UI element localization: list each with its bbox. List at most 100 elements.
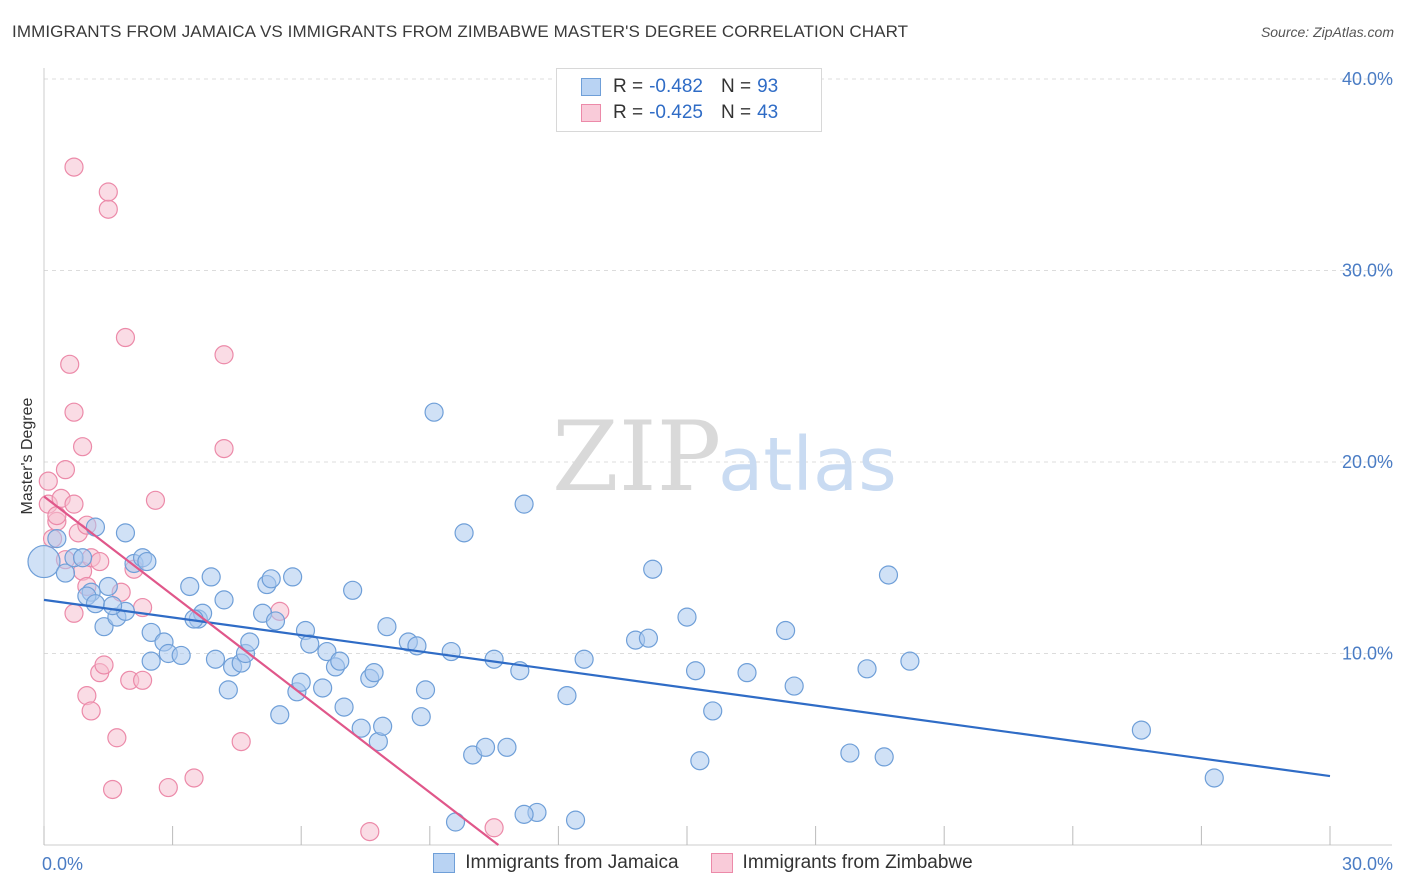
legend-n-label: N =	[720, 102, 752, 123]
legend-row-jamaica: R = -0.482 N = 93	[581, 75, 778, 99]
jamaica-point	[265, 611, 286, 631]
jamaica-point	[574, 649, 594, 669]
jamaica-point	[454, 523, 474, 543]
watermark-atlas: atlas	[718, 422, 897, 508]
jamaica-point	[857, 659, 877, 679]
series-label-zimbabwe: Immigrants from Zimbabwe	[742, 852, 973, 873]
jamaica-point	[72, 548, 93, 568]
jamaica-point	[313, 678, 333, 698]
jamaica-point	[415, 680, 436, 700]
chart-title: IMMIGRANTS FROM JAMAICA VS IMMIGRANTS FR…	[12, 22, 909, 41]
jamaica-point	[677, 607, 697, 627]
jamaica-trend-line	[43, 598, 1331, 778]
jamaica-point	[330, 651, 350, 671]
zimbabwe-point	[115, 327, 136, 348]
jamaica-point	[343, 580, 363, 600]
jamaica-point	[261, 569, 281, 589]
jamaica-point	[334, 697, 354, 717]
legend-swatch-jamaica	[581, 78, 601, 96]
legend-r-value: -0.482	[649, 76, 703, 97]
jamaica-point	[484, 649, 504, 669]
legend-row-zimbabwe: R = -0.425 N = 43	[581, 101, 778, 125]
jamaica-point	[55, 563, 76, 583]
jamaica-point	[85, 517, 106, 537]
jamaica-point	[565, 810, 586, 830]
x-tick-label: 0.0%	[42, 854, 83, 874]
y-tick-label: 30.0%	[1342, 261, 1393, 281]
source-label: Source: ZipAtlas.com	[1260, 24, 1394, 40]
jamaica-point	[411, 707, 431, 727]
zimbabwe-point	[132, 670, 153, 690]
jamaica-point	[300, 634, 320, 654]
zimbabwe-point	[102, 779, 123, 800]
trend-lines	[43, 495, 1331, 846]
jamaica-point	[214, 590, 234, 610]
y-tick-label: 40.0%	[1342, 69, 1393, 89]
axes	[43, 68, 1392, 846]
jamaica-point	[377, 617, 397, 637]
jamaica-point	[1131, 720, 1151, 740]
jamaica-point	[514, 804, 534, 824]
zimbabwe-point	[81, 701, 101, 721]
zimbabwe-trend-line	[43, 495, 500, 846]
zimbabwe-point	[64, 494, 84, 514]
series-legend-zimbabwe: Immigrants from Zimbabwe	[710, 852, 973, 874]
jamaica-point	[94, 617, 114, 637]
zimbabwe-point	[214, 438, 234, 459]
legend-r-label: R =	[613, 76, 644, 97]
jamaica-point	[784, 676, 804, 696]
jamaica-point	[317, 641, 337, 662]
jamaica-point	[874, 747, 894, 767]
zimbabwe-point	[484, 818, 504, 838]
jamaica-point	[270, 705, 290, 725]
zimbabwe-point	[72, 437, 93, 457]
zimbabwe-point	[98, 199, 118, 219]
zimbabwe-point	[214, 345, 234, 365]
zimbabwe-point	[90, 551, 110, 572]
jamaica-point	[137, 551, 157, 572]
x-tick-label: 30.0%	[1342, 854, 1393, 874]
jamaica-point	[638, 628, 659, 648]
zimbabwe-point	[145, 490, 166, 510]
jamaica-point	[218, 680, 238, 700]
zimbabwe-point	[231, 731, 251, 752]
jamaica-point	[291, 672, 311, 692]
jamaica-point	[1204, 768, 1224, 788]
zimbabwe-point	[107, 728, 127, 748]
grid-lines	[44, 78, 1392, 654]
legend-n-value: 93	[757, 76, 779, 97]
jamaica-point	[475, 737, 496, 757]
zimbabwe-point	[98, 182, 118, 202]
y-tick-label: 20.0%	[1342, 452, 1393, 472]
jamaica-point	[201, 567, 221, 587]
jamaica-point	[373, 716, 393, 736]
jamaica-point	[240, 632, 260, 652]
jamaica-point	[102, 596, 123, 616]
jamaica-point	[115, 523, 136, 543]
zimbabwe-point	[184, 768, 204, 788]
jamaica-point	[171, 645, 191, 666]
jamaica-point	[27, 544, 61, 579]
legend-n-label: N =	[720, 76, 752, 97]
correlation-legend: R = -0.482 N = 93 R = -0.425 N = 43	[556, 68, 822, 132]
y-axis-title: Master's Degree	[19, 397, 36, 514]
tick-labels: 10.0% 20.0% 30.0% 40.0% 0.0% 30.0%	[42, 69, 1393, 874]
zimbabwe-point	[47, 506, 67, 526]
zimbabwe-point	[64, 157, 84, 177]
zimbabwe-point	[64, 603, 84, 623]
series-label-jamaica: Immigrants from Jamaica	[465, 852, 679, 873]
jamaica-point	[141, 622, 161, 643]
jamaica-point	[737, 663, 757, 683]
jamaica-point	[685, 661, 706, 681]
jamaica-point	[900, 651, 920, 671]
jamaica-point	[141, 651, 161, 671]
zimbabwe-points	[38, 157, 504, 842]
jamaica-point	[351, 718, 371, 738]
series-legend-jamaica: Immigrants from Jamaica	[433, 852, 679, 874]
zimbabwe-point	[55, 460, 76, 480]
jamaica-point	[557, 686, 577, 706]
jamaica-point	[364, 663, 384, 683]
series-legend: Immigrants from Jamaica Immigrants from …	[0, 852, 1406, 874]
zimbabwe-point	[60, 354, 80, 374]
